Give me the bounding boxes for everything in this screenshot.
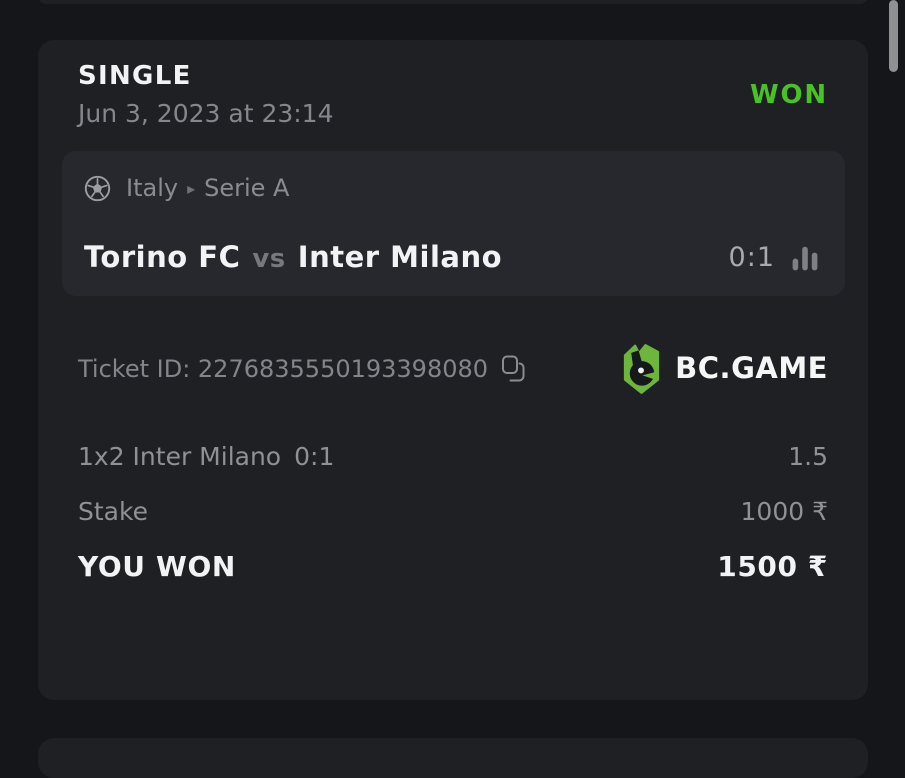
bet-card-header: SINGLE Jun 3, 2023 at 23:14 WON xyxy=(78,63,828,126)
match-title: Torino FC vs Inter Milano xyxy=(84,240,503,274)
status-badge: WON xyxy=(750,79,828,110)
payout-label: YOU WON xyxy=(78,549,236,583)
score-area: 0:1 xyxy=(729,244,819,272)
next-bet-card-edge[interactable] xyxy=(38,738,868,778)
vs-label: vs xyxy=(252,244,286,274)
selection-market-pick: 1x2 Inter Milano xyxy=(78,441,282,471)
payout-row: YOU WON 1500 ₹ xyxy=(78,549,828,583)
country-label: Italy xyxy=(126,174,179,203)
selection-label-group: 1x2 Inter Milano 0:1 xyxy=(78,444,334,469)
stake-row: Stake 1000 ₹ xyxy=(78,499,828,524)
match-score: 0:1 xyxy=(728,242,775,274)
selection-score: 0:1 xyxy=(294,441,335,471)
bet-card-header-left: SINGLE Jun 3, 2023 at 23:14 xyxy=(78,63,334,126)
selection-row: 1x2 Inter Milano 0:1 1.5 xyxy=(78,444,828,469)
ticket-id-group: Ticket ID: 2276835550193398080 xyxy=(78,354,526,383)
match-card[interactable]: Italy ▸ Serie A Torino FC vs Inter Milano 0:… xyxy=(62,151,845,296)
league-label: Serie A xyxy=(204,174,290,203)
stake-value: 1000 ₹ xyxy=(740,496,828,526)
scrollbar-thumb[interactable] xyxy=(889,0,898,72)
bar-chart-icon[interactable] xyxy=(791,244,819,272)
brand-logo: BC.GAME xyxy=(618,343,828,395)
bcgame-logo-icon xyxy=(624,343,660,394)
previous-bet-card-edge xyxy=(38,0,868,4)
league-row: Italy ▸ Serie A xyxy=(84,175,819,202)
league-breadcrumb: Italy ▸ Serie A xyxy=(126,175,289,201)
home-team-label: Torino FC xyxy=(84,240,241,274)
bet-date: Jun 3, 2023 at 23:14 xyxy=(78,99,334,128)
bet-card[interactable]: SINGLE Jun 3, 2023 at 23:14 WON Italy ▸ Se… xyxy=(38,40,868,700)
ticket-row: Ticket ID: 2276835550193398080 BC.GAME xyxy=(78,343,828,395)
bet-type-label: SINGLE xyxy=(78,61,192,91)
away-team-label: Inter Milano xyxy=(297,240,503,274)
copy-icon[interactable] xyxy=(499,354,526,383)
match-row: Torino FC vs Inter Milano 0:1 xyxy=(84,240,819,274)
payout-value: 1500 ₹ xyxy=(717,549,828,583)
brand-name: BC.GAME xyxy=(675,351,828,386)
breadcrumb-separator-icon: ▸ xyxy=(187,179,196,199)
ticket-id-label: Ticket ID: 2276835550193398080 xyxy=(78,354,489,383)
stake-label: Stake xyxy=(78,496,148,526)
soccer-ball-icon xyxy=(84,175,111,202)
selection-odds: 1.5 xyxy=(788,441,828,471)
